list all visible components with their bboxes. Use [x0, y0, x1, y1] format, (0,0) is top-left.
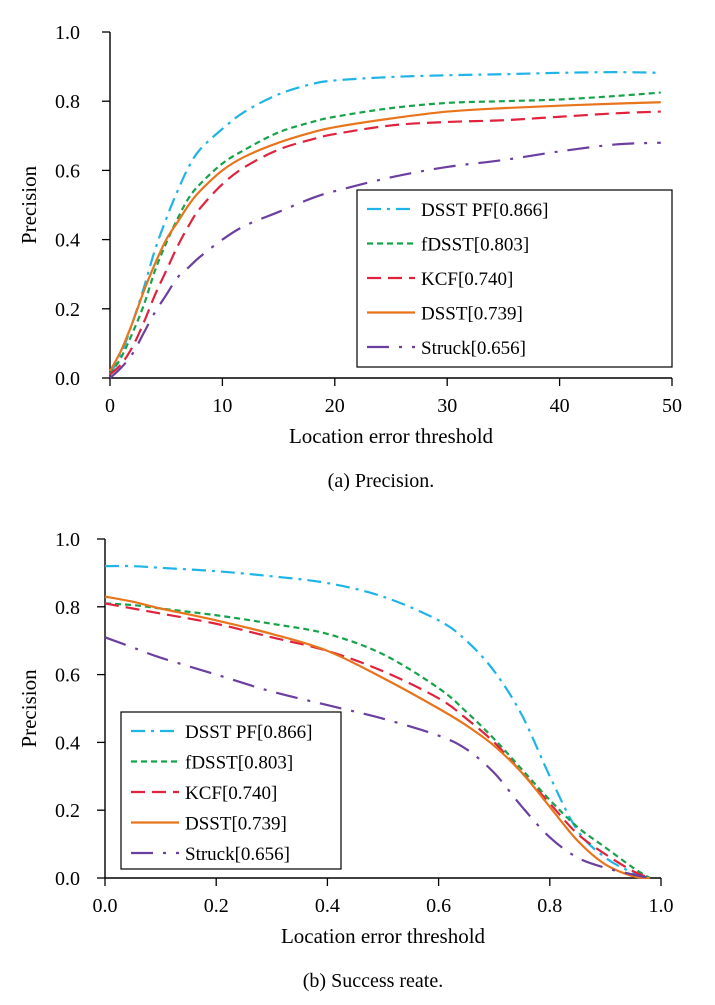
x-tick-label: 0.6 [426, 895, 451, 917]
legend-label-2: fDSST[0.803] [185, 753, 293, 774]
series-line-5 [104, 636, 651, 880]
legend-label-4: DSST[0.739] [185, 814, 287, 835]
x-tick-label: 30 [437, 395, 457, 417]
legend-label-3: KCF[0.740] [421, 269, 513, 290]
y-tick-label: 0.0 [55, 868, 80, 890]
series-line-2 [104, 602, 651, 879]
y-tick-label: 0.2 [55, 299, 80, 321]
series-line-2 [109, 91, 661, 376]
series-line-3 [109, 110, 661, 376]
x-tick-label: 1.0 [649, 895, 674, 917]
legend-label-1: DSST PF[0.866] [185, 722, 312, 743]
y-tick-label: 0.4 [55, 732, 80, 754]
x-tick-label: 0 [105, 395, 115, 417]
legend-label-5: Struck[0.656] [421, 338, 526, 359]
chart-panel-2: 0.0 0.2 0.4 0.6 0.8 1.0 0.0 0.2 0.4 0.6 0.8 1.0 Loca… [17, 529, 674, 992]
y-tick-label: 1.0 [55, 529, 80, 551]
legend-label-4: DSST[0.739] [421, 304, 523, 325]
y-tick-label: 0.8 [55, 91, 80, 113]
x-axis-label: Location error threshold [281, 924, 486, 948]
x-tick-label: 10 [212, 395, 232, 417]
x-tick-label: 0.2 [204, 895, 229, 917]
y-axis-label: Precision [17, 669, 41, 748]
legend-label-3: KCF[0.740] [185, 783, 277, 804]
y-tick-label: 0.8 [55, 597, 80, 619]
chart-panel-1: 0.0 0.2 0.4 0.6 0.8 1.0 0 10 20 30 40 50 Location er… [17, 22, 682, 492]
figure-caption: (b) Success reate. [303, 970, 444, 992]
legend-label-5: Struck[0.656] [185, 844, 290, 865]
series-line-4 [104, 595, 650, 880]
x-tick-label: 0.4 [315, 895, 340, 917]
series-line-5 [109, 141, 661, 379]
legend-label-1: DSST PF[0.866] [421, 200, 548, 221]
series-line-1 [104, 564, 651, 880]
x-tick-label: 50 [662, 395, 682, 417]
x-tick-label: 20 [325, 395, 345, 417]
y-axis-label: Precision [17, 165, 41, 244]
x-tick-label: 0.0 [93, 895, 118, 917]
y-tick-label: 0.2 [55, 800, 80, 822]
y-tick-label: 0.6 [55, 665, 80, 687]
y-tick-label: 0.6 [55, 160, 80, 182]
legend: DSST PF[0.866] fDSST[0.803] KCF[0.740] DSST… [356, 189, 673, 368]
x-tick-label: 40 [550, 395, 570, 417]
x-tick-label: 0.8 [537, 895, 562, 917]
series-line-1 [109, 71, 661, 376]
legend-box [120, 711, 342, 870]
x-axis-label: Location error threshold [289, 424, 494, 448]
series-line-4 [109, 101, 661, 372]
y-tick-label: 0.4 [55, 230, 80, 252]
y-tick-label: 0.0 [55, 368, 80, 390]
y-tick-label: 1.0 [55, 22, 80, 44]
legend: DSST PF[0.866] fDSST[0.803] KCF[0.740] DSST… [120, 711, 342, 870]
figure-caption: (a) Precision. [328, 470, 435, 492]
series-line-3 [104, 602, 651, 880]
legend-label-2: fDSST[0.803] [421, 235, 529, 256]
